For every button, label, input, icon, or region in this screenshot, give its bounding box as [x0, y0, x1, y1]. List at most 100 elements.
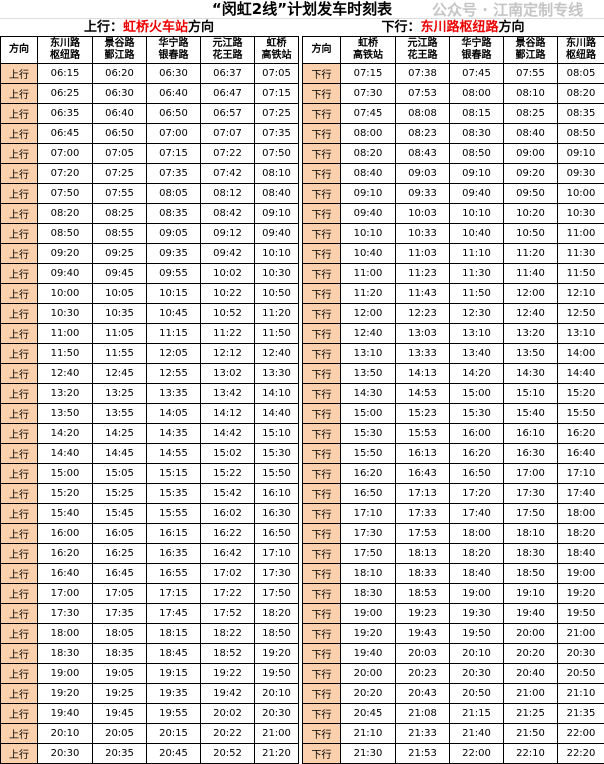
time-cell: 21:20 [255, 744, 299, 764]
direction-cell: 下行 [303, 404, 341, 424]
time-cell: 14:25 [93, 424, 147, 444]
direction-cell: 上行 [1, 404, 38, 424]
time-cell: 17:10 [558, 464, 604, 484]
time-cell: 17:00 [504, 464, 558, 484]
time-cell: 06:30 [147, 64, 201, 84]
time-cell: 16:50 [255, 524, 299, 544]
time-cell: 10:50 [255, 284, 299, 304]
direction-cell: 上行 [1, 624, 38, 644]
time-cell: 08:20 [558, 84, 604, 104]
time-cell: 12:00 [341, 304, 396, 324]
time-cell: 18:05 [93, 624, 147, 644]
time-cell: 16:55 [147, 564, 201, 584]
time-cell: 07:25 [93, 164, 147, 184]
time-cell: 17:45 [147, 604, 201, 624]
time-cell: 15:10 [255, 424, 299, 444]
direction-header: 方向 [303, 37, 341, 64]
time-cell: 08:15 [450, 104, 504, 124]
time-cell: 07:55 [93, 184, 147, 204]
time-cell: 07:15 [255, 84, 299, 104]
time-cell: 14:13 [396, 364, 450, 384]
time-cell: 08:12 [201, 184, 255, 204]
stop-header: 华宁路 银春路 [450, 37, 504, 64]
time-cell: 06:35 [38, 104, 93, 124]
time-cell: 07:05 [255, 64, 299, 84]
time-cell: 10:52 [201, 304, 255, 324]
time-cell: 15:23 [396, 404, 450, 424]
time-cell: 16:40 [38, 564, 93, 584]
direction-cell: 上行 [1, 184, 38, 204]
time-cell: 21:15 [450, 704, 504, 724]
time-cell: 17:30 [255, 564, 299, 584]
time-cell: 08:40 [504, 124, 558, 144]
time-cell: 19:35 [147, 684, 201, 704]
time-cell: 10:10 [341, 224, 396, 244]
time-cell: 19:50 [255, 664, 299, 684]
time-cell: 15:10 [504, 384, 558, 404]
time-cell: 09:40 [450, 184, 504, 204]
time-cell: 11:20 [504, 244, 558, 264]
time-cell: 17:00 [38, 584, 93, 604]
time-cell: 08:20 [38, 204, 93, 224]
direction-cell: 上行 [1, 284, 38, 304]
direction-cell: 下行 [303, 364, 341, 384]
time-cell: 07:55 [504, 64, 558, 84]
time-cell: 16:30 [255, 504, 299, 524]
direction-cell: 上行 [1, 204, 38, 224]
time-cell: 11:00 [558, 224, 604, 244]
time-cell: 19:00 [558, 564, 604, 584]
direction-cell: 下行 [303, 724, 341, 744]
time-cell: 08:10 [255, 164, 299, 184]
time-cell: 20:23 [396, 664, 450, 684]
time-cell: 18:30 [341, 584, 396, 604]
time-cell: 11:30 [558, 244, 604, 264]
page-title: “闵虹2线”计划发车时刻表 [212, 0, 392, 19]
time-cell: 16:42 [201, 544, 255, 564]
time-cell: 19:10 [504, 584, 558, 604]
direction-cell: 下行 [303, 524, 341, 544]
time-cell: 20:30 [255, 704, 299, 724]
time-cell: 11:50 [450, 284, 504, 304]
time-cell: 08:35 [147, 204, 201, 224]
time-cell: 12:55 [147, 364, 201, 384]
time-cell: 15:30 [255, 444, 299, 464]
time-cell: 15:40 [38, 504, 93, 524]
time-cell: 15:40 [504, 404, 558, 424]
time-cell: 20:10 [450, 644, 504, 664]
time-cell: 21:53 [396, 744, 450, 764]
time-cell: 19:42 [201, 684, 255, 704]
time-cell: 19:20 [558, 584, 604, 604]
time-cell: 16:10 [504, 424, 558, 444]
time-cell: 10:40 [450, 224, 504, 244]
time-cell: 08:43 [396, 144, 450, 164]
down-destination: 东川路枢纽路 [420, 20, 498, 35]
time-cell: 16:00 [38, 524, 93, 544]
direction-cell: 上行 [1, 384, 38, 404]
time-cell: 22:10 [504, 744, 558, 764]
header-row: 方向虹桥 高铁站元江路 花王路华宁路 银春路景谷路 鄞江路东川路 枢纽路 [303, 37, 604, 64]
direction-cell: 上行 [1, 364, 38, 384]
time-cell: 18:35 [93, 644, 147, 664]
direction-cell: 下行 [303, 144, 341, 164]
time-cell: 07:45 [450, 64, 504, 84]
time-cell: 08:10 [504, 84, 558, 104]
direction-cell: 下行 [303, 384, 341, 404]
time-cell: 20:30 [38, 744, 93, 764]
stop-header: 虹桥 高铁站 [341, 37, 396, 64]
time-cell: 07:07 [201, 124, 255, 144]
time-cell: 09:20 [38, 244, 93, 264]
time-cell: 11:23 [396, 264, 450, 284]
